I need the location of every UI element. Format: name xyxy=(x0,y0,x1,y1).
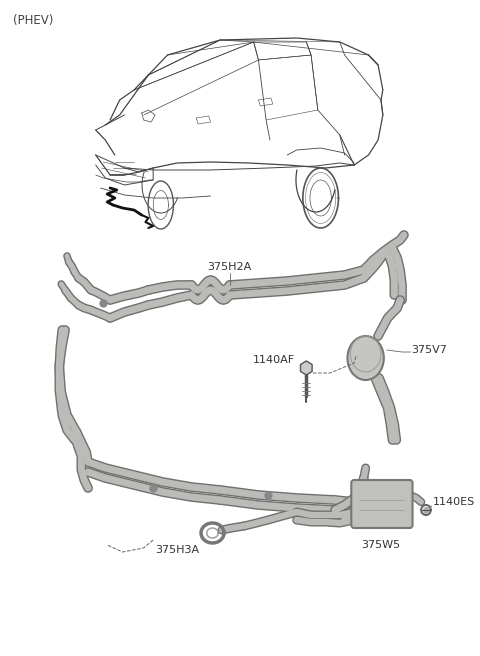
Text: 375H2A: 375H2A xyxy=(207,262,252,272)
Text: 375H3A: 375H3A xyxy=(155,545,199,555)
Ellipse shape xyxy=(348,336,384,380)
Text: (PHEV): (PHEV) xyxy=(13,14,54,27)
Polygon shape xyxy=(300,361,312,375)
Text: 1140ES: 1140ES xyxy=(432,497,475,507)
Text: 375W5: 375W5 xyxy=(361,540,400,550)
Text: 375V7: 375V7 xyxy=(411,345,447,355)
FancyBboxPatch shape xyxy=(351,480,412,528)
Text: 1140AF: 1140AF xyxy=(252,355,295,365)
